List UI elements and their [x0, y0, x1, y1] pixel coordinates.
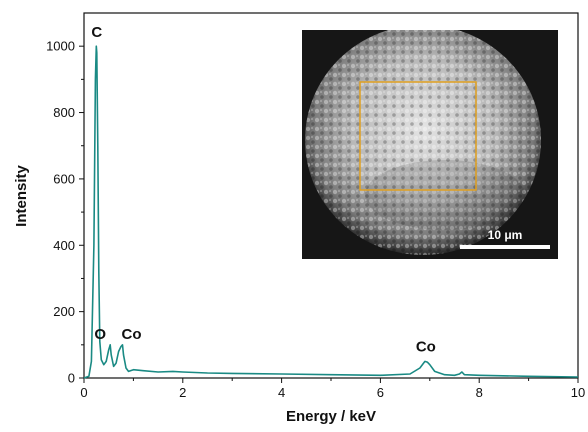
y-tick-label: 200: [53, 304, 75, 319]
sem-particle-shadow: [365, 160, 525, 230]
y-tick-label: 600: [53, 171, 75, 186]
peak-label: C: [91, 24, 102, 41]
y-tick-label: 800: [53, 105, 75, 120]
y-tick-label: 400: [53, 238, 75, 253]
x-tick-label: 2: [179, 385, 186, 400]
scale-bar-label: 10 μm: [488, 228, 523, 242]
x-tick-label: 4: [278, 385, 285, 400]
peak-label: Co: [122, 326, 142, 343]
spectrum-line: [83, 45, 579, 379]
x-tick-label: 10: [571, 385, 585, 400]
x-tick-label: 6: [377, 385, 384, 400]
scale-bar: [460, 245, 550, 249]
y-tick-label: 1000: [46, 39, 75, 54]
x-axis-title: Energy / keV: [286, 408, 376, 425]
peak-labels: C O Co Co: [91, 24, 435, 355]
sem-selection-box: [359, 81, 477, 191]
peak-label: O: [94, 326, 106, 343]
peak-label: Co: [416, 338, 436, 355]
y-tick-label: 0: [68, 371, 75, 386]
tick-labels: 0 2 4 6 8 10 0 200 400 600 800 1000: [46, 39, 585, 400]
y-axis-title: Intensity: [13, 165, 30, 227]
x-tick-label: 8: [476, 385, 483, 400]
axis-ticks: [79, 45, 579, 383]
sem-inset: 10 μm: [302, 30, 558, 259]
x-tick-label: 0: [80, 385, 87, 400]
sem-particle-texture: [305, 30, 541, 255]
